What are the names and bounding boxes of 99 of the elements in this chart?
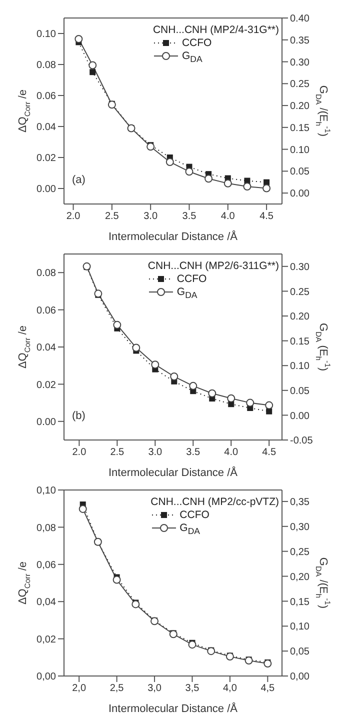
point: [189, 382, 198, 390]
x-tick-label: 3,0: [148, 683, 162, 694]
x-tick-label: 3.5: [182, 211, 197, 222]
point: [224, 179, 232, 188]
y2-tick-label: 0.15: [290, 122, 310, 134]
point: [188, 640, 196, 649]
y-tick-label: 0,04: [36, 597, 56, 608]
legend-label: CCFO: [180, 509, 210, 521]
legend-label: G$_{DA}$: [180, 522, 200, 536]
point: [170, 372, 178, 381]
y-tick-label: 0.06: [36, 305, 56, 316]
point: [132, 344, 140, 352]
y-tick-label: 0,06: [36, 560, 56, 571]
y-tick-label: 0.08: [36, 268, 56, 280]
point: [185, 168, 194, 176]
y2-tick-label: 0.30: [290, 57, 310, 68]
point: [246, 398, 254, 407]
y2-tick-label: 0.30: [290, 262, 310, 273]
point: [90, 69, 96, 76]
annotation: (b): [72, 410, 86, 422]
y2-tick-label: -0.05: [290, 436, 314, 447]
y-tick-label: 0,02: [36, 634, 56, 646]
x-tick-label: 2,5: [110, 683, 124, 694]
y2-tick-label: 0.20: [290, 312, 310, 323]
y2-tick-label: 0.40: [290, 14, 310, 25]
point: [265, 401, 274, 410]
y-tick-label: 0,10: [36, 486, 56, 497]
x-tick-label: 4,0: [223, 683, 238, 694]
point: [166, 158, 174, 166]
y2-tick-label: 0,25: [290, 546, 310, 558]
x-tick-label: 4.5: [262, 447, 276, 458]
point: [266, 408, 272, 414]
y2-tick-label: 0.25: [290, 286, 310, 298]
point: [204, 174, 213, 183]
point: [151, 360, 160, 369]
x-axis-title: Intermolecular Distance /Å: [108, 230, 238, 243]
point: [264, 660, 272, 668]
x-axis-title: Intermolecular Distance /Å: [108, 466, 238, 479]
y-tick-label: 0.04: [36, 342, 56, 354]
point: [208, 389, 216, 398]
y2-tick-label: 0,10: [290, 622, 310, 633]
x-tick-label: 2.0: [72, 447, 87, 458]
y2-tick-label: 0.35: [290, 35, 310, 46]
y-tick-label: 0.10: [36, 29, 56, 40]
x-tick-label: 2.0: [66, 211, 81, 222]
y2-tick-label: 0,30: [290, 522, 310, 533]
y-tick-label: 0.00: [36, 416, 56, 428]
x-tick-label: 4.0: [224, 447, 238, 458]
point: [113, 320, 122, 329]
y-tick-label: 0.08: [36, 60, 56, 72]
point: [262, 184, 271, 192]
legend-label: G$_{DA}$: [182, 50, 202, 64]
x-tick-label: 3.0: [144, 211, 158, 222]
point: [146, 142, 155, 151]
point: [74, 35, 83, 44]
y2-tick-label: 0.00: [290, 188, 310, 200]
y2-tick-label: 0.10: [290, 144, 310, 156]
y-tick-label: 0,00: [36, 672, 56, 683]
y-tick-label: 0.04: [36, 122, 56, 134]
x-tick-label: 4.0: [220, 211, 236, 222]
y2-tick-label: 0.05: [290, 386, 310, 397]
x-tick-label: 3,5: [185, 683, 200, 694]
y2-tick-label: 0.10: [290, 361, 310, 372]
x-tick-label: 4,5: [260, 683, 276, 694]
y-tick-label: 0.00: [36, 184, 56, 196]
x-tick-label: 2.5: [104, 211, 120, 222]
legend-label: CCFO: [176, 273, 207, 285]
point: [243, 182, 252, 190]
point: [88, 61, 97, 70]
legend-label: CCFO: [182, 37, 212, 49]
annotation: (a): [72, 174, 86, 186]
y-tick-label: 0.02: [36, 380, 56, 391]
y2-tick-label: 0.20: [290, 101, 310, 112]
x-tick-label: 2.5: [110, 447, 125, 458]
y2-tick-label: 0.15: [290, 336, 310, 348]
y2-tick-label: 0,05: [290, 646, 310, 658]
y2-tick-label: 0.05: [290, 166, 310, 178]
x-tick-label: 3.0: [148, 447, 163, 458]
x-axis-title: Intermolecular Distance /Å: [108, 702, 238, 715]
y2-tick-label: 0.25: [290, 79, 310, 90]
y2-tick-label: 0,35: [290, 497, 310, 508]
point: [112, 576, 121, 584]
point: [227, 394, 236, 402]
legend-title: CNH...CNH (MP2/4-31G**): [152, 24, 279, 37]
y-tick-label: 0.02: [36, 153, 56, 164]
x-tick-label: 4.5: [260, 211, 274, 222]
y2-tick-label: 0,00: [290, 672, 310, 683]
legend-label: G$_{DA}$: [176, 286, 198, 300]
legend-title: CNH...CNH (MP2/6-311G**): [148, 260, 279, 273]
x-tick-label: 3.5: [186, 447, 201, 458]
point: [78, 504, 87, 513]
legend-title: CNH...CNH (MP2/cc-pVTZ): [150, 496, 279, 509]
x-tick-label: 2,0: [72, 683, 86, 694]
point: [132, 600, 140, 608]
y-tick-label: 0,08: [36, 522, 56, 534]
y2-tick-label: 0,20: [290, 572, 310, 583]
y-tick-label: 0.06: [36, 91, 56, 102]
y2-tick-label: 0,15: [290, 596, 310, 608]
y2-tick-label: 0.00: [290, 410, 310, 422]
